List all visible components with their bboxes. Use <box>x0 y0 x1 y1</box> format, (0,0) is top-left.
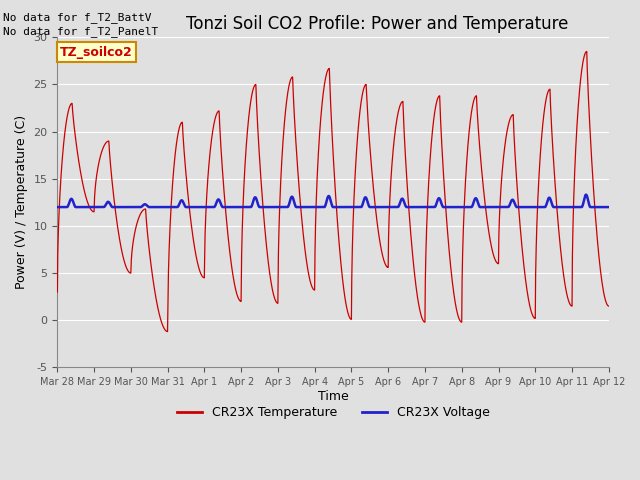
Text: No data for f_T2_PanelT: No data for f_T2_PanelT <box>3 26 159 37</box>
Text: TZ_soilco2: TZ_soilco2 <box>60 46 133 59</box>
Legend: CR23X Temperature, CR23X Voltage: CR23X Temperature, CR23X Voltage <box>172 401 495 424</box>
X-axis label: Time: Time <box>317 390 349 403</box>
Text: No data for f_T2_BattV: No data for f_T2_BattV <box>3 12 152 23</box>
Y-axis label: Power (V) / Temperature (C): Power (V) / Temperature (C) <box>15 115 28 289</box>
Title: Tonzi Soil CO2 Profile: Power and Temperature: Tonzi Soil CO2 Profile: Power and Temper… <box>186 15 568 33</box>
